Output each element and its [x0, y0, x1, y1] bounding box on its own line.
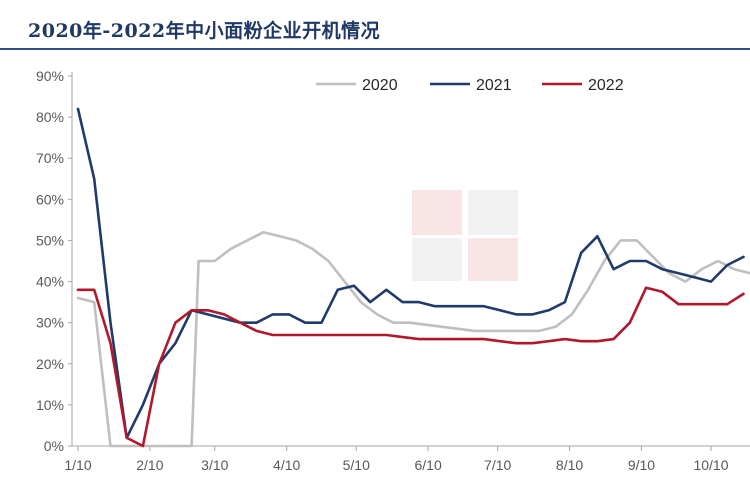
series-line-2022: [76, 286, 745, 448]
y-tick-label: 20%: [36, 356, 64, 372]
legend-label-2020: 2020: [362, 77, 398, 94]
y-tick-label: 10%: [36, 397, 64, 413]
x-tick-label: 5/10: [343, 457, 370, 473]
y-tick-label: 80%: [36, 109, 64, 125]
legend-label-2022: 2022: [588, 77, 624, 94]
chart-legend: 2020 2021 2022: [316, 77, 624, 94]
x-tick-label: 7/10: [484, 457, 511, 473]
y-tick-label: 90%: [36, 68, 64, 84]
title-divider: [0, 48, 750, 50]
x-tick-label: 1/10: [64, 457, 91, 473]
x-tick-label: 3/10: [201, 457, 228, 473]
y-tick-label: 60%: [36, 191, 64, 207]
series-line-2020: [76, 230, 750, 448]
legend-label-2021: 2021: [476, 77, 512, 94]
chart-axes: 0% 10% 20% 30% 40% 50% 60% 70% 80% 90% 1/10 2/10 3/1…: [36, 68, 750, 473]
y-tick-label: 40%: [36, 274, 64, 290]
series-line-2021: [76, 107, 745, 440]
x-tick-label: 4/10: [273, 457, 300, 473]
x-tick-label: 10/10: [693, 457, 728, 473]
watermark-logo: [412, 190, 518, 281]
y-tick-label: 50%: [36, 232, 64, 248]
chart-title: 2020年-2022年中小面粉企业开机情况: [28, 20, 381, 42]
y-tick-label: 70%: [36, 150, 64, 166]
y-tick-label: 0%: [44, 438, 64, 454]
series-layer: [76, 107, 750, 448]
x-tick-label: 6/10: [414, 457, 441, 473]
x-tick-label: 9/10: [628, 457, 655, 473]
y-tick-label: 30%: [36, 315, 64, 331]
x-tick-label: 2/10: [136, 457, 163, 473]
x-tick-label: 8/10: [556, 457, 583, 473]
